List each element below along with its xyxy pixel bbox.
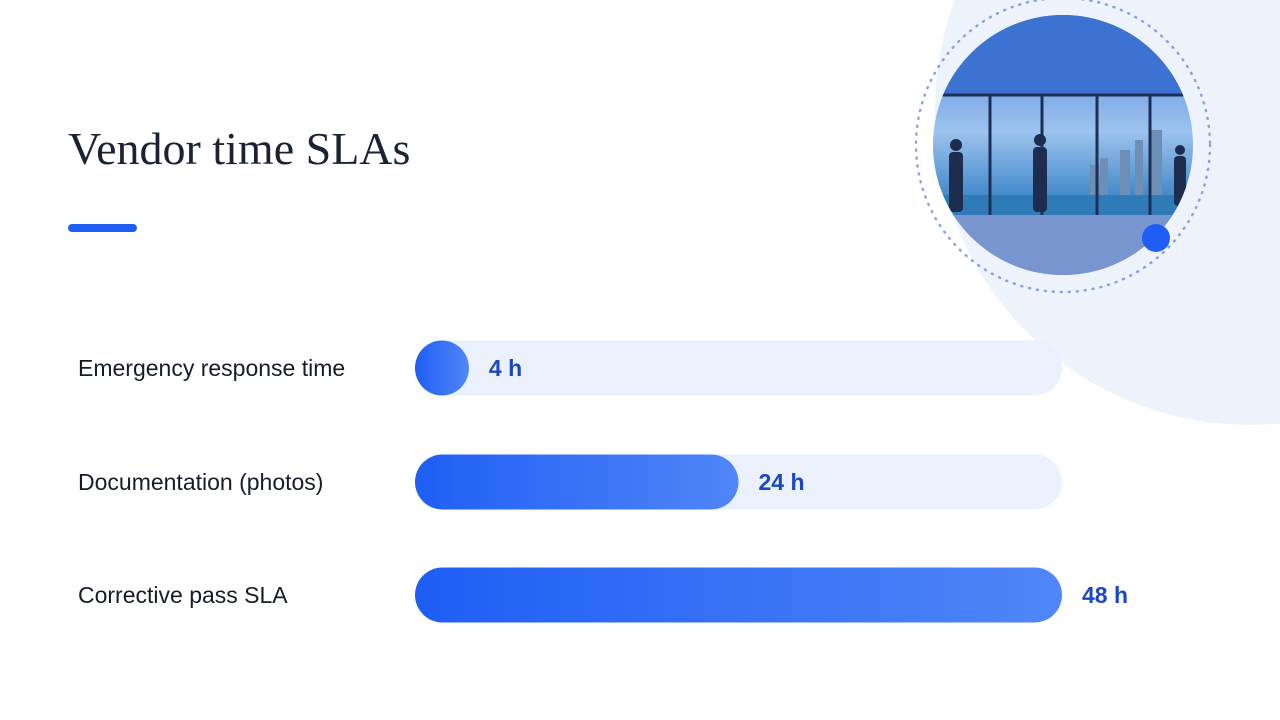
bar [415, 340, 469, 396]
value-label: 4 h [489, 355, 522, 381]
category-label: Emergency response time [78, 355, 345, 381]
value-label: 24 h [759, 469, 805, 495]
accent-dot [1142, 224, 1170, 252]
bar-chart: Emergency response time 4 h Documentation … [78, 340, 1128, 623]
dotted-ring [914, 0, 1212, 294]
category-label: Documentation (photos) [78, 469, 323, 495]
category-label: Corrective pass SLA [78, 582, 288, 608]
chart-title: Vendor time SLAs [68, 123, 410, 174]
value-label: 48 h [1082, 582, 1128, 608]
bar [415, 454, 739, 510]
bar [415, 567, 1062, 623]
bar-track [415, 340, 1062, 396]
title-underline [68, 224, 137, 232]
